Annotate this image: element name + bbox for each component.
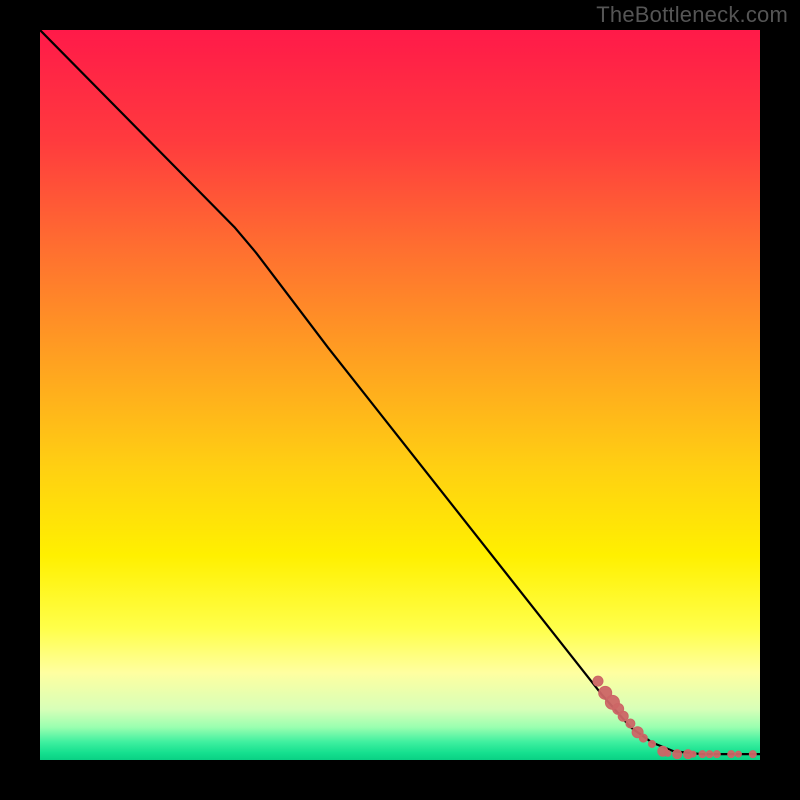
scatter-point — [728, 751, 735, 758]
plot-svg — [40, 30, 760, 760]
scatter-point — [593, 676, 603, 686]
scatter-point — [618, 711, 628, 721]
scatter-point — [626, 719, 635, 728]
scatter-point — [706, 751, 713, 758]
scatter-point — [749, 751, 756, 758]
scatter-point — [699, 751, 706, 758]
scatter-point — [665, 750, 671, 756]
watermark-text: TheBottleneck.com — [596, 2, 788, 28]
scatter-point — [639, 734, 647, 742]
chart-stage: TheBottleneck.com — [0, 0, 800, 800]
scatter-point — [735, 751, 741, 757]
scatter-point — [690, 751, 696, 757]
scatter-point — [649, 740, 656, 747]
plot-area — [40, 30, 760, 760]
scatter-point — [673, 750, 682, 759]
scatter-point — [713, 751, 720, 758]
